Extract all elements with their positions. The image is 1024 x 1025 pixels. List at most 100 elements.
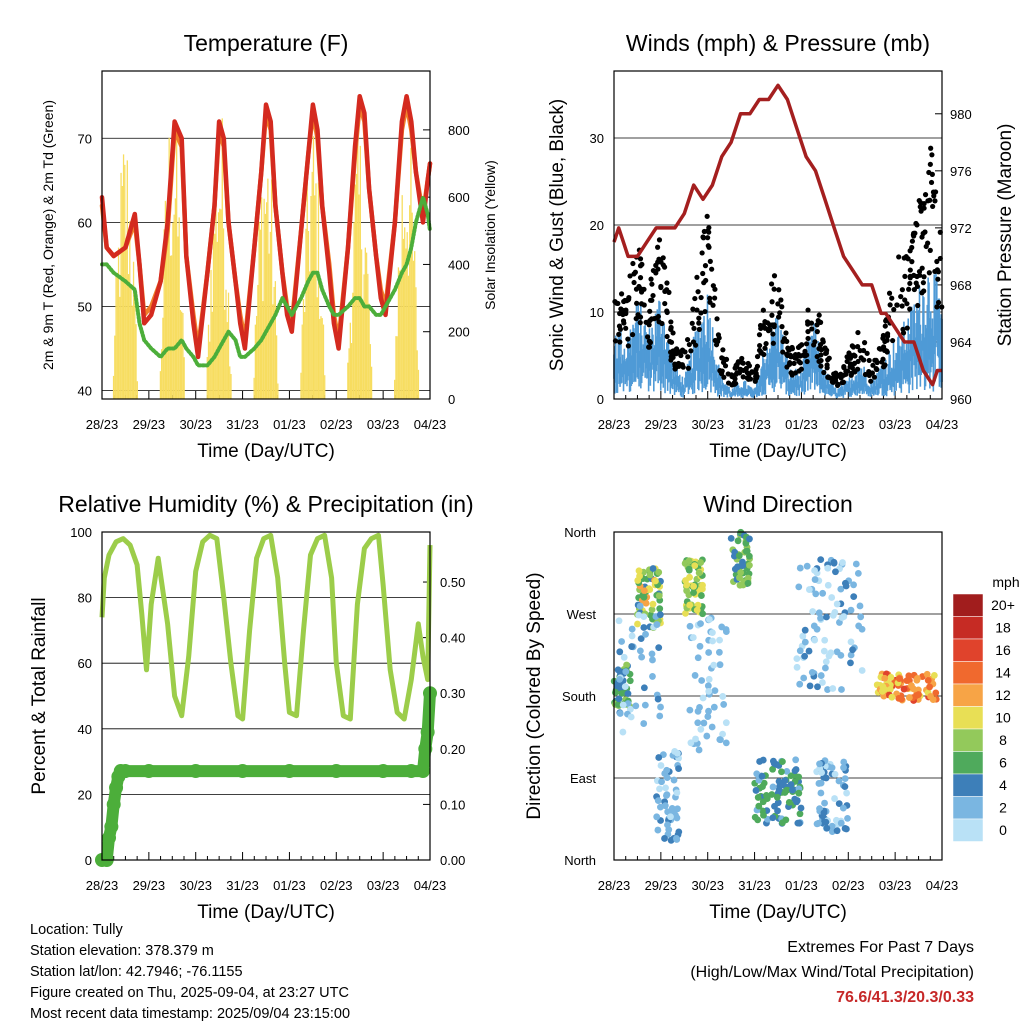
gust-point xyxy=(696,320,702,326)
gust-point xyxy=(817,342,824,348)
direction-point xyxy=(895,675,903,682)
direction-point xyxy=(722,719,730,727)
direction-point xyxy=(737,569,745,576)
legend-swatch xyxy=(952,616,984,640)
gust-point xyxy=(804,358,810,365)
gust-point xyxy=(631,271,637,277)
direction-point xyxy=(769,783,777,791)
gust-point xyxy=(617,339,623,345)
legend-swatch xyxy=(952,683,984,707)
direction-point xyxy=(796,647,804,655)
direction-point xyxy=(636,602,644,610)
gust-point xyxy=(898,293,904,300)
y-axis-label: Sonic Wind & Gust (Blue, Black) xyxy=(547,99,568,371)
gust-point xyxy=(847,364,853,370)
gust-point xyxy=(866,357,872,364)
legend-label: 4 xyxy=(999,777,1007,793)
y-tick-label: 60 xyxy=(78,215,92,230)
y-tick-label: South xyxy=(562,689,596,704)
gust-point xyxy=(765,328,772,334)
direction-point xyxy=(801,652,809,660)
direction-point xyxy=(722,739,730,747)
direction-point xyxy=(785,798,793,806)
direction-point xyxy=(715,648,723,656)
direction-point xyxy=(857,613,865,621)
temperature-series-2 xyxy=(100,195,432,368)
x-tick-label: 31/23 xyxy=(226,878,259,893)
rain-point xyxy=(415,764,430,779)
direction-point xyxy=(837,585,845,593)
gust-point xyxy=(795,351,802,358)
gust-point xyxy=(771,286,777,292)
direction-point xyxy=(656,611,664,619)
gust-point xyxy=(629,332,636,338)
gust-point xyxy=(805,335,811,342)
gust-point xyxy=(771,273,778,279)
direction-point xyxy=(638,653,646,661)
gust-point xyxy=(789,372,795,378)
direction-point xyxy=(703,732,711,740)
gust-point xyxy=(715,332,722,338)
gust-point xyxy=(770,331,776,337)
direction-point xyxy=(908,682,915,690)
gust-point xyxy=(814,329,820,335)
y-right-tick-label: 960 xyxy=(950,392,972,407)
direction-point xyxy=(704,713,712,720)
gust-point xyxy=(909,238,916,244)
direction-point xyxy=(793,655,801,663)
direction-point xyxy=(691,672,699,679)
gust-point xyxy=(904,325,910,331)
gust-point xyxy=(712,295,718,301)
direction-point xyxy=(803,562,811,570)
legend-unit-label: mph xyxy=(992,574,1019,590)
direction-point xyxy=(783,786,791,794)
direction-point xyxy=(795,773,803,781)
direction-point xyxy=(824,564,832,572)
legend-label: 18 xyxy=(995,620,1011,636)
y-axis-label: Direction (Colored By Speed) xyxy=(524,572,545,819)
direction-point xyxy=(709,637,716,645)
gust-point xyxy=(618,291,625,297)
latlon-text: Station lat/lon: 42.7946; -76.1155 xyxy=(30,964,243,980)
direction-point xyxy=(838,686,845,693)
direction-point xyxy=(646,586,654,593)
direction-point xyxy=(795,789,803,797)
gust-point xyxy=(779,304,785,310)
gust-point xyxy=(852,353,858,359)
direction-point xyxy=(654,797,662,805)
y-tick-label: 0 xyxy=(597,392,604,407)
gust-point xyxy=(747,376,754,382)
gust-point xyxy=(731,381,738,387)
chart-title: Winds (mph) & Pressure (mb) xyxy=(626,30,930,56)
legend-label: 2 xyxy=(999,800,1007,816)
direction-point xyxy=(716,636,723,644)
direction-point xyxy=(675,828,683,836)
direction-point xyxy=(821,636,829,644)
gust-point xyxy=(868,378,874,384)
direction-point xyxy=(641,701,649,709)
gust-point xyxy=(793,355,799,361)
direction-point xyxy=(746,561,753,569)
x-axis-label: Time (Day/UTC) xyxy=(709,902,847,923)
direction-point xyxy=(626,705,634,713)
gust-point xyxy=(921,288,927,294)
x-tick-label: 03/23 xyxy=(879,417,912,432)
direction-point xyxy=(619,701,627,709)
y-right-tick-label: 200 xyxy=(448,325,470,340)
gust-point xyxy=(700,270,706,277)
y-right-tick-label: 0.20 xyxy=(440,742,465,757)
direction-point xyxy=(823,613,830,621)
rain-point xyxy=(420,725,435,740)
gust-point xyxy=(648,276,654,282)
direction-point xyxy=(778,768,785,776)
gust-point xyxy=(757,342,763,349)
gust-point xyxy=(896,254,902,260)
direction-point xyxy=(796,810,804,818)
direction-point xyxy=(832,568,839,576)
gust-point xyxy=(820,337,826,343)
gust-point xyxy=(882,362,888,368)
gust-point xyxy=(627,273,633,279)
gust-point xyxy=(935,299,942,306)
direction-point xyxy=(655,568,663,576)
direction-point xyxy=(797,804,805,812)
